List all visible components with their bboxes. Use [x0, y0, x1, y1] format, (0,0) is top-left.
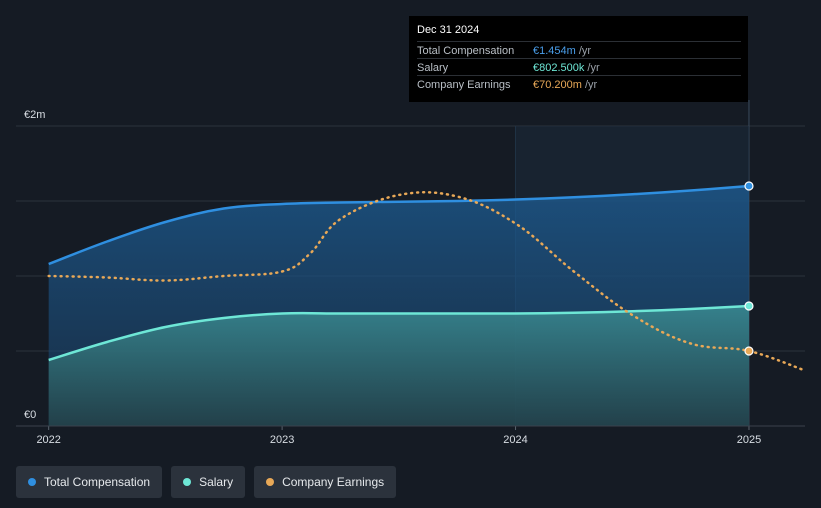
area-salary [48, 306, 749, 426]
x-tick-label: 2022 [36, 434, 60, 446]
tooltip: Dec 31 2024 Total Compensation €1.454m/y… [409, 16, 748, 102]
x-tick-label: 2025 [737, 434, 761, 446]
legend-dot-icon [266, 478, 275, 486]
tooltip-value-wrap: €1.454m/yr [533, 45, 591, 57]
chart-canvas: €2m €0 2022 2023 2024 2025 [16, 100, 807, 446]
y-axis-max-label: €2m [24, 109, 45, 121]
legend-dot-icon [28, 478, 36, 486]
legend-label: Salary [199, 475, 234, 489]
tooltip-date: Dec 31 2024 [417, 24, 480, 36]
legend-item-company-earnings[interactable]: Company Earnings [254, 466, 397, 498]
line-company-earnings [47, 191, 807, 372]
tooltip-unit: /yr [578, 45, 592, 57]
chart-legend: Total Compensation Salary Company Earnin… [16, 466, 397, 498]
tooltip-row-salary: Salary €802.500k/yr [417, 58, 741, 76]
x-tick-label: 2024 [503, 434, 527, 446]
legend-item-salary[interactable]: Salary [171, 466, 246, 498]
tooltip-unit: /yr [587, 62, 600, 74]
tooltip-label: Company Earnings [417, 79, 511, 91]
marker-salary[interactable] [744, 301, 754, 311]
legend-label: Total Compensation [44, 475, 151, 489]
marker-total-compensation[interactable] [744, 181, 754, 191]
legend-dot-icon [183, 478, 192, 486]
tooltip-value-wrap: €70.200m/yr [533, 79, 597, 91]
tooltip-row-total-compensation: Total Compensation €1.454m/yr [417, 41, 741, 59]
x-tick-label: 2023 [270, 434, 294, 446]
legend-label: Company Earnings [282, 475, 385, 489]
tooltip-value: €1.454m [533, 45, 576, 57]
line-layer [47, 184, 807, 372]
y-axis-min-label: €0 [24, 409, 36, 421]
tooltip-value-wrap: €802.500k/yr [533, 62, 600, 74]
tooltip-label: Salary [417, 62, 449, 74]
marker-layer [744, 181, 754, 356]
line-salary [48, 304, 750, 362]
tooltip-value: €802.500k [533, 62, 585, 74]
legend-item-total-compensation[interactable]: Total Compensation [16, 466, 163, 498]
marker-company-earnings[interactable] [744, 346, 754, 356]
line-total-compensation [48, 184, 750, 266]
tooltip-unit: /yr [584, 79, 598, 91]
area-layer [48, 186, 749, 426]
x-axis-ticks: 2022 2023 2024 2025 [16, 425, 805, 446]
tooltip-row-company-earnings: Company Earnings €70.200m/yr [417, 75, 741, 93]
tooltip-value: €70.200m [533, 79, 582, 91]
tooltip-label: Total Compensation [417, 45, 515, 57]
